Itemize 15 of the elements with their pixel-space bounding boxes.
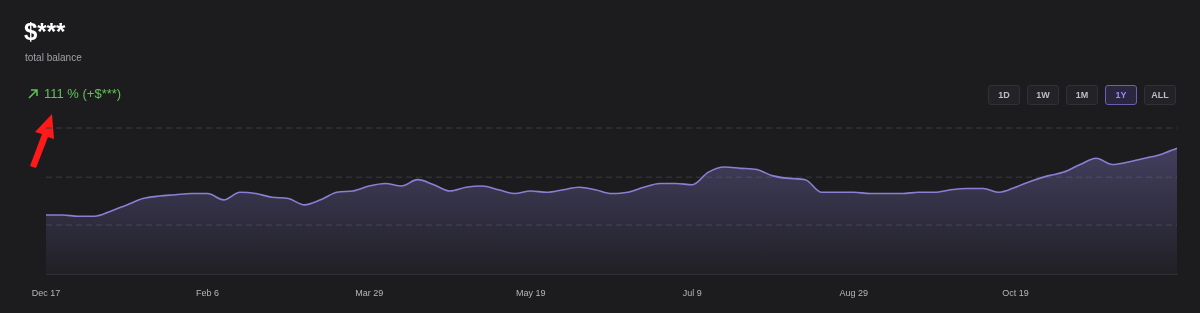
text: 1W	[1027, 85, 1059, 105]
text: ALL	[1144, 85, 1176, 105]
x-tick-label: Mar 29	[355, 288, 384, 299]
text: 1D	[988, 85, 1020, 105]
chart-title: $***	[24, 18, 66, 46]
x-tick-label: Jul 9	[682, 288, 702, 299]
x-tick-label: Aug 29	[839, 288, 869, 299]
x-tick-label: Dec 17	[31, 288, 61, 299]
x-tick-label: Oct 19	[1002, 288, 1029, 299]
text: 1Y	[1105, 85, 1137, 105]
chart-subtitle: total balance	[25, 52, 82, 63]
text: 1M	[1066, 85, 1098, 105]
x-tick-label: Feb 6	[196, 288, 220, 299]
text: 111 % (+$***)	[44, 86, 122, 101]
x-tick-label: May 19	[515, 288, 546, 299]
